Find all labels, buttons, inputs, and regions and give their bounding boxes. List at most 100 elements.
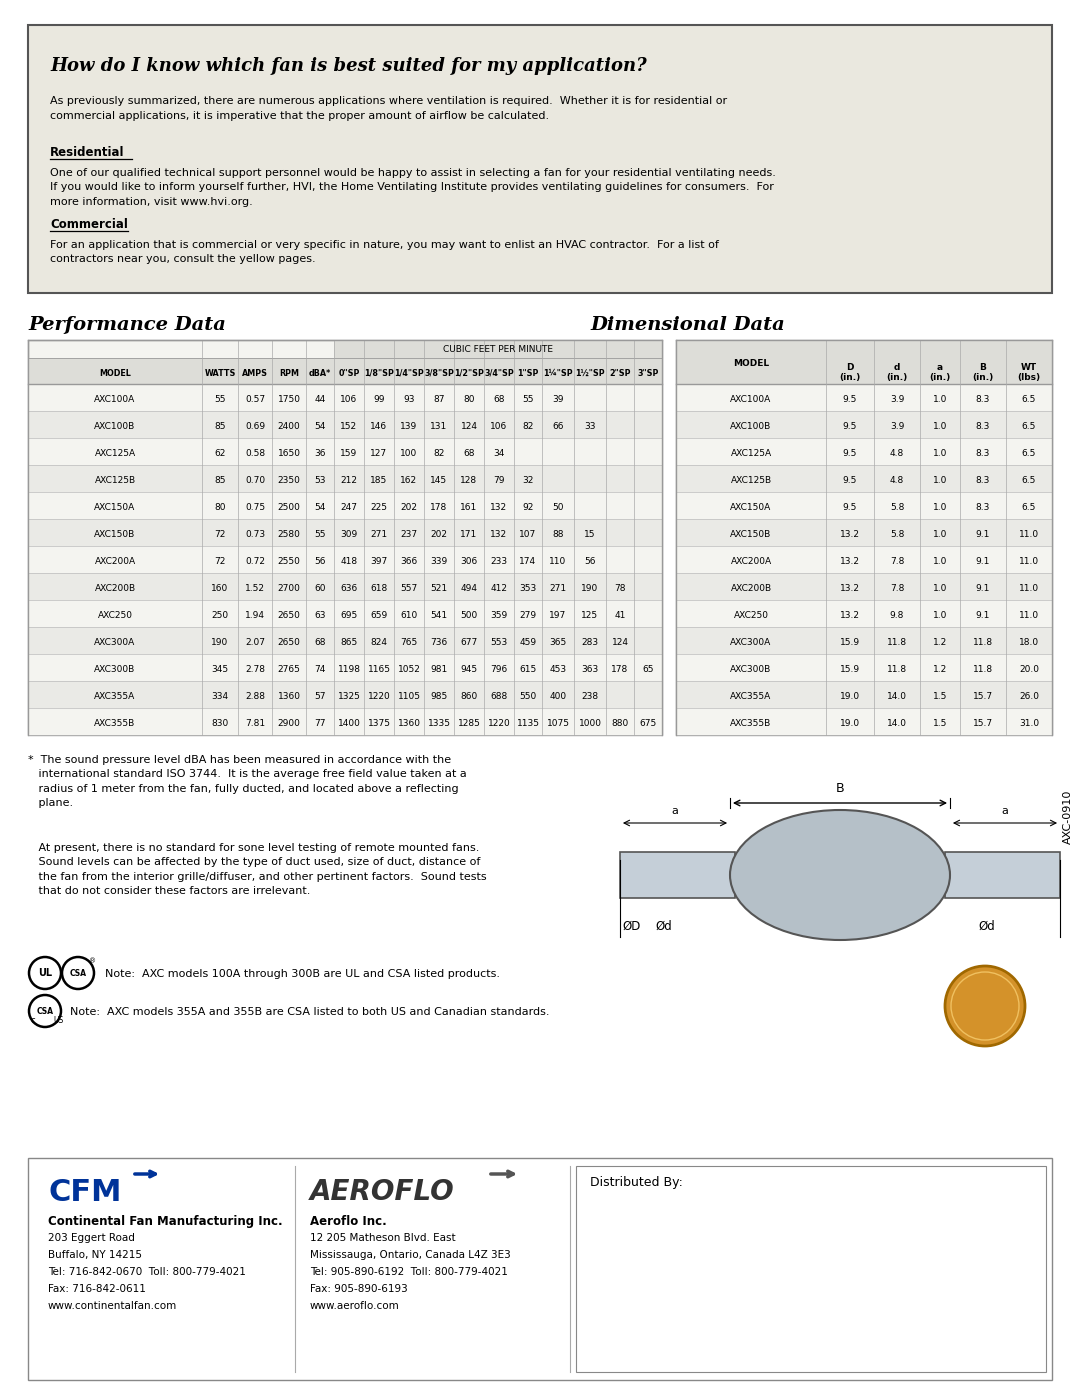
Text: 9.1: 9.1 [976,584,990,592]
Text: Note:  AXC models 100A through 300B are UL and CSA listed products.: Note: AXC models 100A through 300B are U… [105,970,500,979]
Text: 0.58: 0.58 [245,448,265,458]
Text: 9.5: 9.5 [842,503,858,511]
Text: 33: 33 [584,422,596,432]
Text: US: US [53,1016,63,1025]
Text: WT: WT [1021,363,1037,372]
Text: 553: 553 [490,638,508,647]
Text: AXC125A: AXC125A [730,448,771,458]
Text: 309: 309 [340,529,357,539]
Text: 32: 32 [523,476,534,485]
Text: RPM: RPM [279,369,299,377]
Text: AEROFLO: AEROFLO [310,1178,455,1206]
Text: Commercial: Commercial [50,218,127,231]
Text: 1198: 1198 [337,665,361,673]
Text: 0.72: 0.72 [245,557,265,566]
Text: AXC100A: AXC100A [730,395,771,404]
Bar [28,492,662,520]
Text: YEAR: YEAR [974,1021,996,1031]
Text: 174: 174 [519,557,537,566]
Text: 63: 63 [314,610,326,620]
Bar [28,339,662,735]
Text: 87: 87 [433,395,445,404]
Text: AXC150B: AXC150B [94,529,136,539]
Text: 11.8: 11.8 [887,665,907,673]
Text: 11.0: 11.0 [1018,584,1039,592]
Text: 1.0: 1.0 [933,610,947,620]
Text: Performance Data: Performance Data [28,316,226,334]
Text: 44: 44 [314,395,326,404]
Text: CUBIC FEET PER MINUTE: CUBIC FEET PER MINUTE [443,345,553,355]
Text: 0.75: 0.75 [245,503,265,511]
Text: 13.2: 13.2 [840,529,860,539]
Text: 279: 279 [519,610,537,620]
Text: a: a [672,806,678,816]
Text: 12 205 Matheson Blvd. East: 12 205 Matheson Blvd. East [310,1234,456,1243]
Text: 1000: 1000 [579,719,602,728]
Text: 1400: 1400 [338,719,361,728]
Text: 365: 365 [550,638,567,647]
Text: 62: 62 [214,448,226,458]
Bar [620,852,735,898]
Text: 2.07: 2.07 [245,638,265,647]
Text: 865: 865 [340,638,357,647]
Text: 1.0: 1.0 [933,395,947,404]
Text: 2650: 2650 [278,610,300,620]
Text: 1.0: 1.0 [933,503,947,511]
Bar [676,680,1052,708]
Text: AXC150A: AXC150A [94,503,136,511]
Text: 1.5: 1.5 [933,692,947,701]
Text: 53: 53 [314,476,326,485]
Text: MODEL: MODEL [733,359,769,369]
Text: 1360: 1360 [278,692,300,701]
Text: 765: 765 [401,638,418,647]
Text: 1075: 1075 [546,719,569,728]
Text: 1360: 1360 [397,719,420,728]
Text: AXC100B: AXC100B [94,422,136,432]
Ellipse shape [730,810,950,940]
Text: 11.0: 11.0 [1018,610,1039,620]
Text: 363: 363 [581,665,598,673]
Text: Aeroflo Inc.: Aeroflo Inc. [310,1215,387,1228]
Text: 9.5: 9.5 [842,448,858,458]
Text: Fax: 905-890-6193: Fax: 905-890-6193 [310,1284,408,1294]
Bar [576,1166,1047,1372]
Bar [28,654,662,680]
Text: 85: 85 [214,476,226,485]
Text: 677: 677 [460,638,477,647]
Text: 459: 459 [519,638,537,647]
Text: 345: 345 [212,665,229,673]
Text: 796: 796 [490,665,508,673]
Text: How do I know which fan is best suited for my application?: How do I know which fan is best suited f… [50,57,647,75]
Text: 11.0: 11.0 [1018,557,1039,566]
Text: 2550: 2550 [278,557,300,566]
Text: 615: 615 [519,665,537,673]
Text: 359: 359 [490,610,508,620]
Text: 1.0: 1.0 [933,448,947,458]
Text: 271: 271 [550,584,567,592]
Text: 1.2: 1.2 [933,638,947,647]
Text: 1.0: 1.0 [933,584,947,592]
Text: 2"SP: 2"SP [609,369,631,377]
Text: 56: 56 [584,557,596,566]
Bar [676,492,1052,520]
Text: 2.88: 2.88 [245,692,265,701]
Text: 41: 41 [615,610,625,620]
Bar [676,520,1052,546]
Text: 945: 945 [460,665,477,673]
Text: 1220: 1220 [367,692,390,701]
Text: 39: 39 [552,395,564,404]
Text: (in.): (in.) [887,373,907,383]
Text: 57: 57 [314,692,326,701]
Text: 85: 85 [214,422,226,432]
Text: Distributed By:: Distributed By: [590,1176,683,1189]
Text: 353: 353 [519,584,537,592]
Text: 1.94: 1.94 [245,610,265,620]
Text: 19.0: 19.0 [840,719,860,728]
Text: 15.9: 15.9 [840,638,860,647]
Text: 106: 106 [340,395,357,404]
Text: (lbs): (lbs) [1017,373,1040,383]
Text: AXC300B: AXC300B [730,665,771,673]
Text: 145: 145 [431,476,447,485]
Text: 36: 36 [314,448,326,458]
Text: 15.7: 15.7 [973,692,994,701]
